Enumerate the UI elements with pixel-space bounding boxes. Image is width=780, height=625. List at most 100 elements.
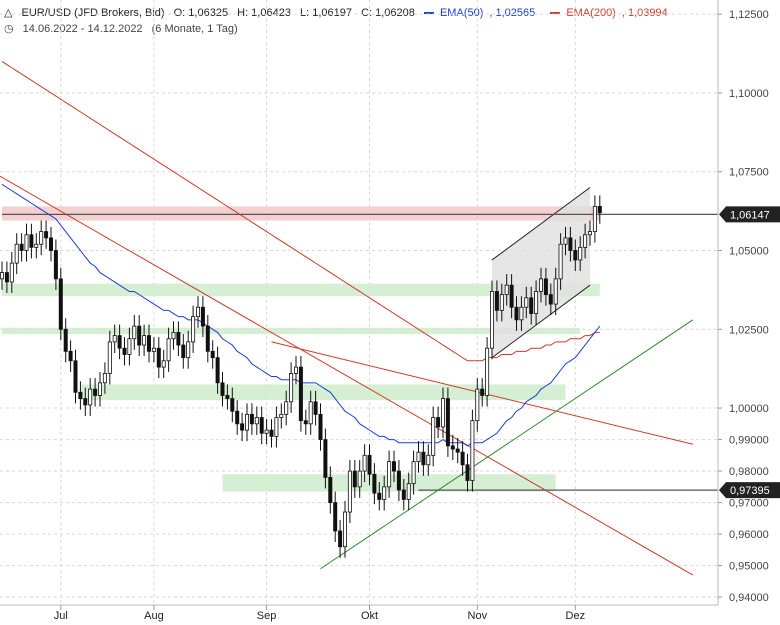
clock-icon: ◷ xyxy=(4,23,14,35)
candle-body xyxy=(259,417,264,434)
trendline-red xyxy=(0,175,694,576)
candle xyxy=(377,482,382,511)
price-label: 0,97395 xyxy=(730,485,770,497)
y-tick-label: 1,07500 xyxy=(729,167,769,179)
candle-body xyxy=(303,420,308,425)
candle-body xyxy=(524,297,529,308)
candle xyxy=(58,267,63,341)
candle-body xyxy=(205,325,210,352)
candle xyxy=(151,337,156,363)
candle-body xyxy=(186,341,191,359)
candle xyxy=(205,315,210,363)
candle-body xyxy=(24,234,29,251)
candle xyxy=(230,387,235,423)
candle xyxy=(191,305,196,353)
candle xyxy=(127,327,132,366)
candle xyxy=(73,349,78,404)
candle xyxy=(244,403,249,442)
candle-body xyxy=(592,205,597,233)
y-tick-label: 0,94000 xyxy=(729,592,769,604)
price-label-box xyxy=(726,482,780,499)
candle-body xyxy=(578,246,583,261)
candle xyxy=(88,378,93,416)
candle-body xyxy=(122,347,127,355)
period-label: (6 Monate, 1 Tag) xyxy=(151,23,238,35)
candle-body xyxy=(563,237,568,245)
candle xyxy=(161,349,166,379)
candle xyxy=(117,324,122,360)
candle xyxy=(450,434,455,461)
candle xyxy=(357,460,362,498)
y-tick-label: 0,98000 xyxy=(729,466,769,478)
candle-body xyxy=(436,417,441,428)
candle-body xyxy=(426,454,431,466)
candle xyxy=(347,460,352,524)
candle xyxy=(166,327,171,372)
candle-body xyxy=(313,401,318,415)
candle xyxy=(313,390,318,426)
candle xyxy=(0,261,4,290)
candle xyxy=(524,286,529,319)
candle xyxy=(142,324,147,357)
chart-subheader: ◷ 14.06.2022 - 14.12.2022 (6 Monate, 1 T… xyxy=(4,22,244,35)
candle-body xyxy=(450,445,455,450)
trendline-green xyxy=(320,319,694,570)
candle xyxy=(455,437,460,464)
candle-body xyxy=(411,461,416,485)
candle-body xyxy=(264,429,269,434)
candle-body xyxy=(401,489,406,500)
candle xyxy=(597,195,602,224)
candle xyxy=(186,330,191,369)
candle xyxy=(122,337,127,366)
candle xyxy=(4,261,9,294)
candle-body xyxy=(98,382,103,396)
candle-body xyxy=(151,347,156,352)
candle xyxy=(14,233,19,275)
candle xyxy=(367,444,372,486)
candle xyxy=(485,337,490,407)
candle xyxy=(396,460,401,502)
candle xyxy=(284,390,289,426)
candle xyxy=(44,220,49,249)
plot-area xyxy=(0,0,718,605)
x-tick-label: Sep xyxy=(257,610,277,622)
price-label-arrow xyxy=(719,482,726,499)
candle-body xyxy=(68,350,73,362)
candle xyxy=(107,330,112,385)
candle-body xyxy=(396,470,401,491)
candle-body xyxy=(235,410,240,425)
candle xyxy=(333,491,338,542)
candle-body xyxy=(323,439,328,478)
y-tick-label: 1,12500 xyxy=(729,9,769,21)
candle xyxy=(426,444,431,476)
date-range: 14.06.2022 - 14.12.2022 xyxy=(22,23,143,35)
candle-body xyxy=(83,398,88,406)
candle xyxy=(254,406,259,435)
x-tick-label: Jul xyxy=(54,610,68,622)
candle xyxy=(573,239,578,271)
candle xyxy=(421,441,426,476)
candle xyxy=(588,220,593,246)
candle xyxy=(63,318,68,363)
candle-body xyxy=(573,250,578,261)
candle xyxy=(171,321,176,350)
x-tick-label: Dez xyxy=(566,610,586,622)
candle-body xyxy=(529,297,534,314)
candle-body xyxy=(44,231,49,239)
candle-body xyxy=(494,291,499,311)
candle xyxy=(465,453,470,492)
candle-body xyxy=(588,231,593,236)
candle-body xyxy=(279,413,284,418)
x-tick-label: Okt xyxy=(361,610,378,622)
ema200-swatch xyxy=(550,12,561,15)
candle xyxy=(475,378,480,432)
candle xyxy=(509,274,514,319)
ema50-label: EMA(50) xyxy=(439,7,484,19)
candle xyxy=(387,450,392,498)
candle-body xyxy=(568,237,573,251)
symbol-label: EUR/USD (JFD Brokers, Bid) xyxy=(21,7,165,19)
candle xyxy=(504,274,509,306)
candle xyxy=(19,233,24,262)
candle xyxy=(529,286,534,325)
